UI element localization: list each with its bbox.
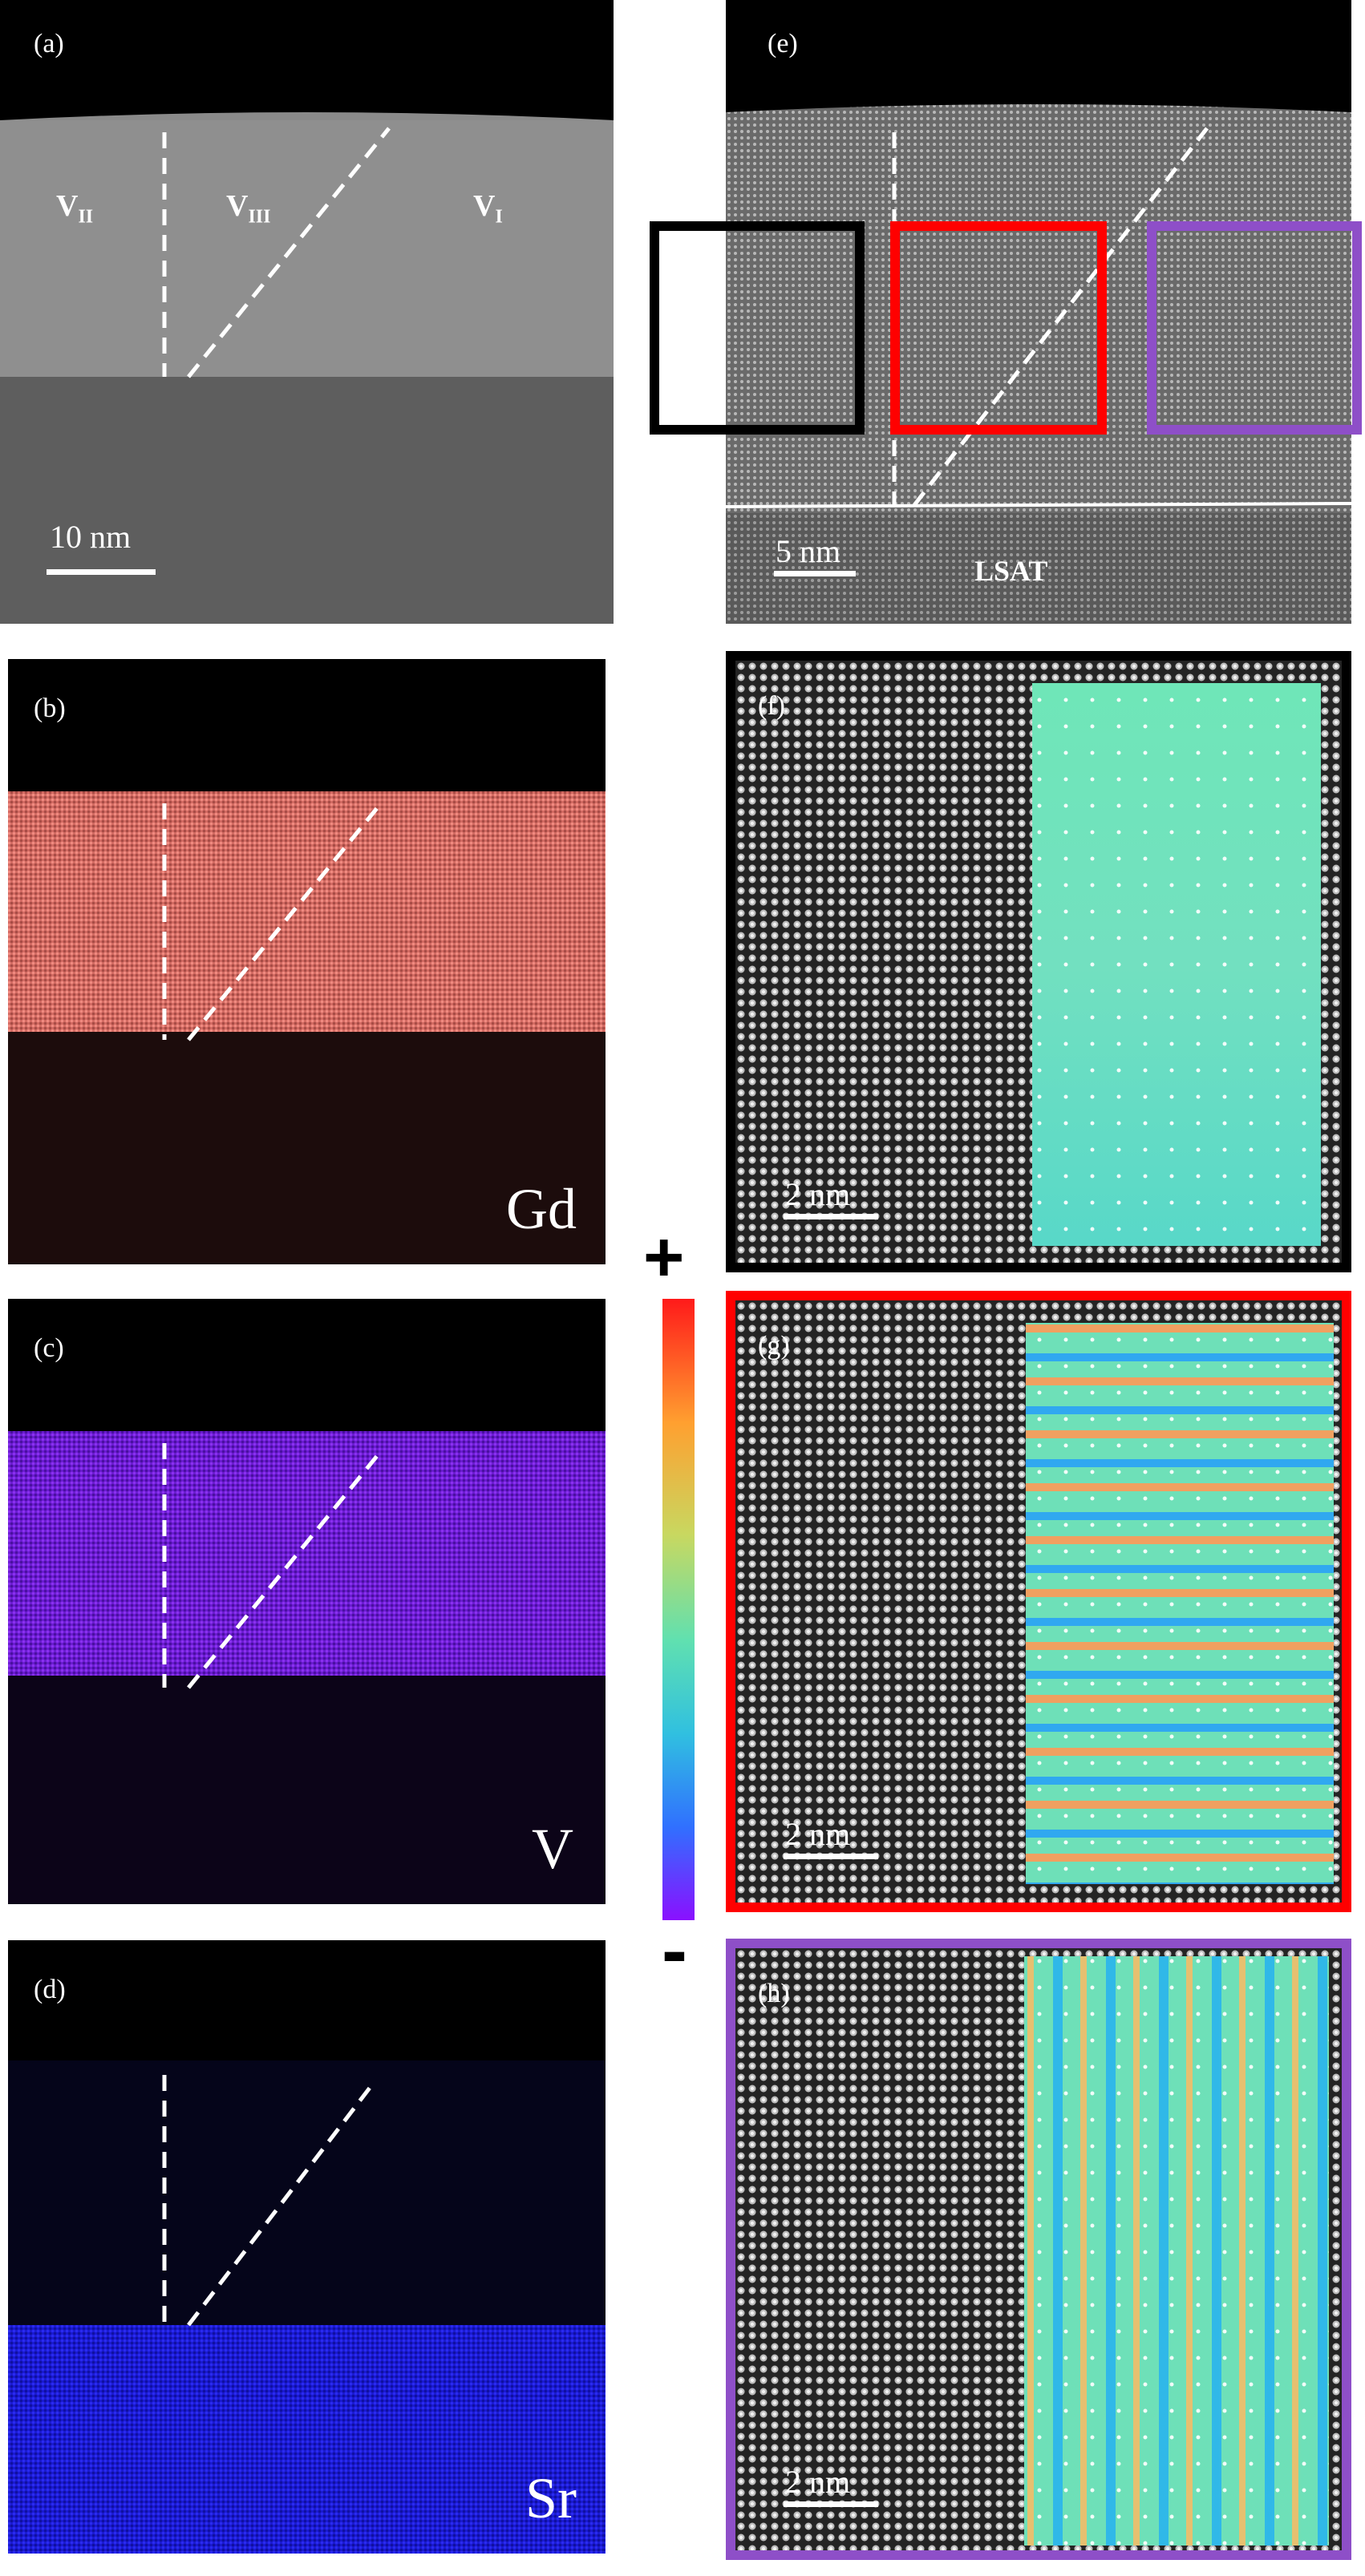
panel-h: (h) 2 nm (726, 1939, 1351, 2560)
scale-bar-a (47, 569, 156, 575)
colorbar-plus: + (643, 1217, 685, 1296)
panel-label-b: (b) (34, 694, 66, 723)
panel-label-f: (f) (758, 691, 785, 721)
panel-e: (e) 5 nm LSAT (726, 0, 1351, 624)
panel-label-c: (c) (34, 1333, 64, 1363)
scale-bar-h (784, 2501, 878, 2507)
scale-bar-label-f: 2 nm (785, 1176, 851, 1212)
panel-f: (f) 2 nm (726, 651, 1351, 1272)
scale-bar-f (784, 1214, 878, 1219)
panel-d: (d) Sr (8, 1940, 606, 2554)
scale-bar-label-h: 2 nm (785, 2464, 851, 2500)
element-label-sr: Sr (525, 2466, 577, 2530)
eds-map-v (8, 1299, 606, 1904)
panel-label-h: (h) (758, 1979, 790, 2008)
element-label-gd: Gd (506, 1177, 577, 1241)
region-label-v2: VII (56, 189, 94, 228)
region-label-v1: VI (473, 189, 503, 228)
haadf-image-a (0, 0, 614, 624)
panel-g: (g) 2 nm (726, 1291, 1351, 1912)
region-box-purple (1147, 221, 1362, 435)
substrate-label: LSAT (974, 555, 1048, 587)
panel-a: (a) VII VIII VI 10 nm (0, 0, 614, 624)
region-box-black (650, 221, 865, 435)
scale-bar-e (774, 571, 856, 576)
panel-b: (b) Gd (8, 659, 606, 1264)
colorbar-minus: - (662, 1907, 687, 1993)
panel-label-d: (d) (34, 1975, 66, 2004)
haadf-image-e (726, 0, 1351, 624)
element-label-v: V (532, 1817, 573, 1881)
region-box-red (890, 221, 1107, 435)
eds-map-sr (8, 1940, 606, 2554)
region-label-v3: VIII (226, 189, 271, 228)
scale-bar-label-g: 2 nm (785, 1816, 851, 1852)
panel-label-a: (a) (34, 29, 64, 59)
scale-bar-label-e: 5 nm (776, 533, 841, 569)
scale-bar-g (784, 1854, 878, 1859)
strain-map-g (735, 1300, 1342, 1903)
eds-map-gd (8, 659, 606, 1264)
panel-label-e: (e) (768, 29, 798, 59)
panel-label-g: (g) (758, 1331, 790, 1361)
strain-map-h (735, 1948, 1342, 2550)
scale-bar-label-a: 10 nm (50, 519, 132, 555)
colorbar (662, 1299, 695, 1920)
panel-c: (c) V (8, 1299, 606, 1904)
strain-map-f (735, 661, 1342, 1263)
